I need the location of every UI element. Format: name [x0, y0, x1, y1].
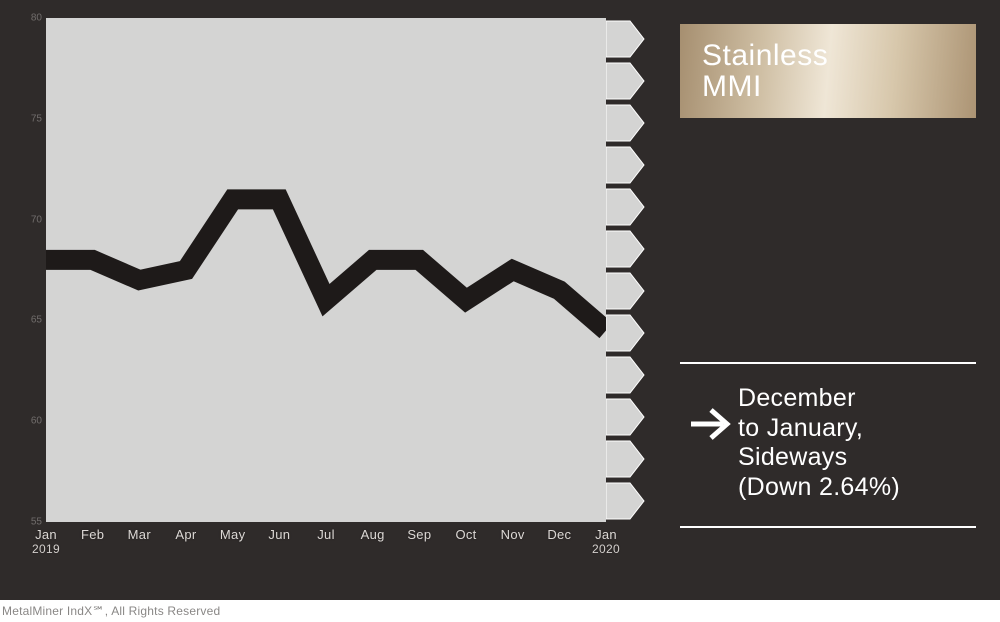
- x-tick: Jan2020: [592, 528, 620, 557]
- decor-arrow-icon: [606, 60, 646, 102]
- y-tick: 75: [31, 113, 42, 124]
- summary-text: December to January, Sideways (Down 2.64…: [738, 384, 976, 502]
- x-tick: Feb: [81, 528, 104, 543]
- chart-container: 556065707580 Jan2019FebMarAprMayJunJulAu…: [16, 18, 656, 574]
- x-tick: Mar: [128, 528, 151, 543]
- y-tick: 60: [31, 416, 42, 427]
- decor-arrow-icon: [606, 480, 646, 522]
- y-tick: 70: [31, 214, 42, 225]
- decor-arrow-icon: [606, 144, 646, 186]
- decor-arrow-icon: [606, 102, 646, 144]
- decor-arrow-icon: [606, 270, 646, 312]
- summary-line-4: (Down 2.64%): [738, 473, 976, 503]
- x-tick: Jun: [268, 528, 290, 543]
- x-axis: Jan2019FebMarAprMayJunJulAugSepOctNovDec…: [46, 528, 606, 566]
- decor-arrow-icon: [606, 312, 646, 354]
- y-tick: 65: [31, 315, 42, 326]
- x-tick: Jul: [317, 528, 335, 543]
- chart-right-decor-arrows: [606, 18, 646, 522]
- summary-line-2: to January,: [738, 414, 976, 444]
- x-tick: May: [220, 528, 245, 543]
- line-series: [46, 18, 606, 522]
- index-badge: Stainless MMI: [680, 24, 976, 118]
- y-tick: 80: [31, 13, 42, 24]
- decor-arrow-icon: [606, 186, 646, 228]
- trend-arrow-icon: [680, 384, 738, 446]
- x-tick: Aug: [361, 528, 385, 543]
- decor-arrow-icon: [606, 228, 646, 270]
- summary-line-3: Sideways: [738, 443, 976, 473]
- x-tick: Dec: [547, 528, 571, 543]
- x-tick: Sep: [407, 528, 431, 543]
- summary-line-1: December: [738, 384, 976, 414]
- decor-arrow-icon: [606, 438, 646, 480]
- y-tick: 55: [31, 517, 42, 528]
- chart-plot-area: [46, 18, 606, 522]
- decor-arrow-icon: [606, 354, 646, 396]
- x-tick: Jan2019: [32, 528, 60, 557]
- badge-line-1: Stainless: [702, 40, 976, 72]
- x-tick: Oct: [455, 528, 476, 543]
- x-tick: Nov: [501, 528, 525, 543]
- source-attribution: MetalMiner IndX℠, All Rights Reserved: [2, 604, 220, 618]
- card-background: 55 60 65 70 75 80 Jan2019 Feb Mar Apr May Jun Jul Au…: [0, 0, 1000, 600]
- y-axis: 556065707580: [16, 18, 44, 522]
- x-tick: Apr: [175, 528, 196, 543]
- summary-block: December to January, Sideways (Down 2.64…: [680, 362, 976, 528]
- badge-line-2: MMI: [702, 71, 976, 103]
- decor-arrow-icon: [606, 18, 646, 60]
- decor-arrow-icon: [606, 396, 646, 438]
